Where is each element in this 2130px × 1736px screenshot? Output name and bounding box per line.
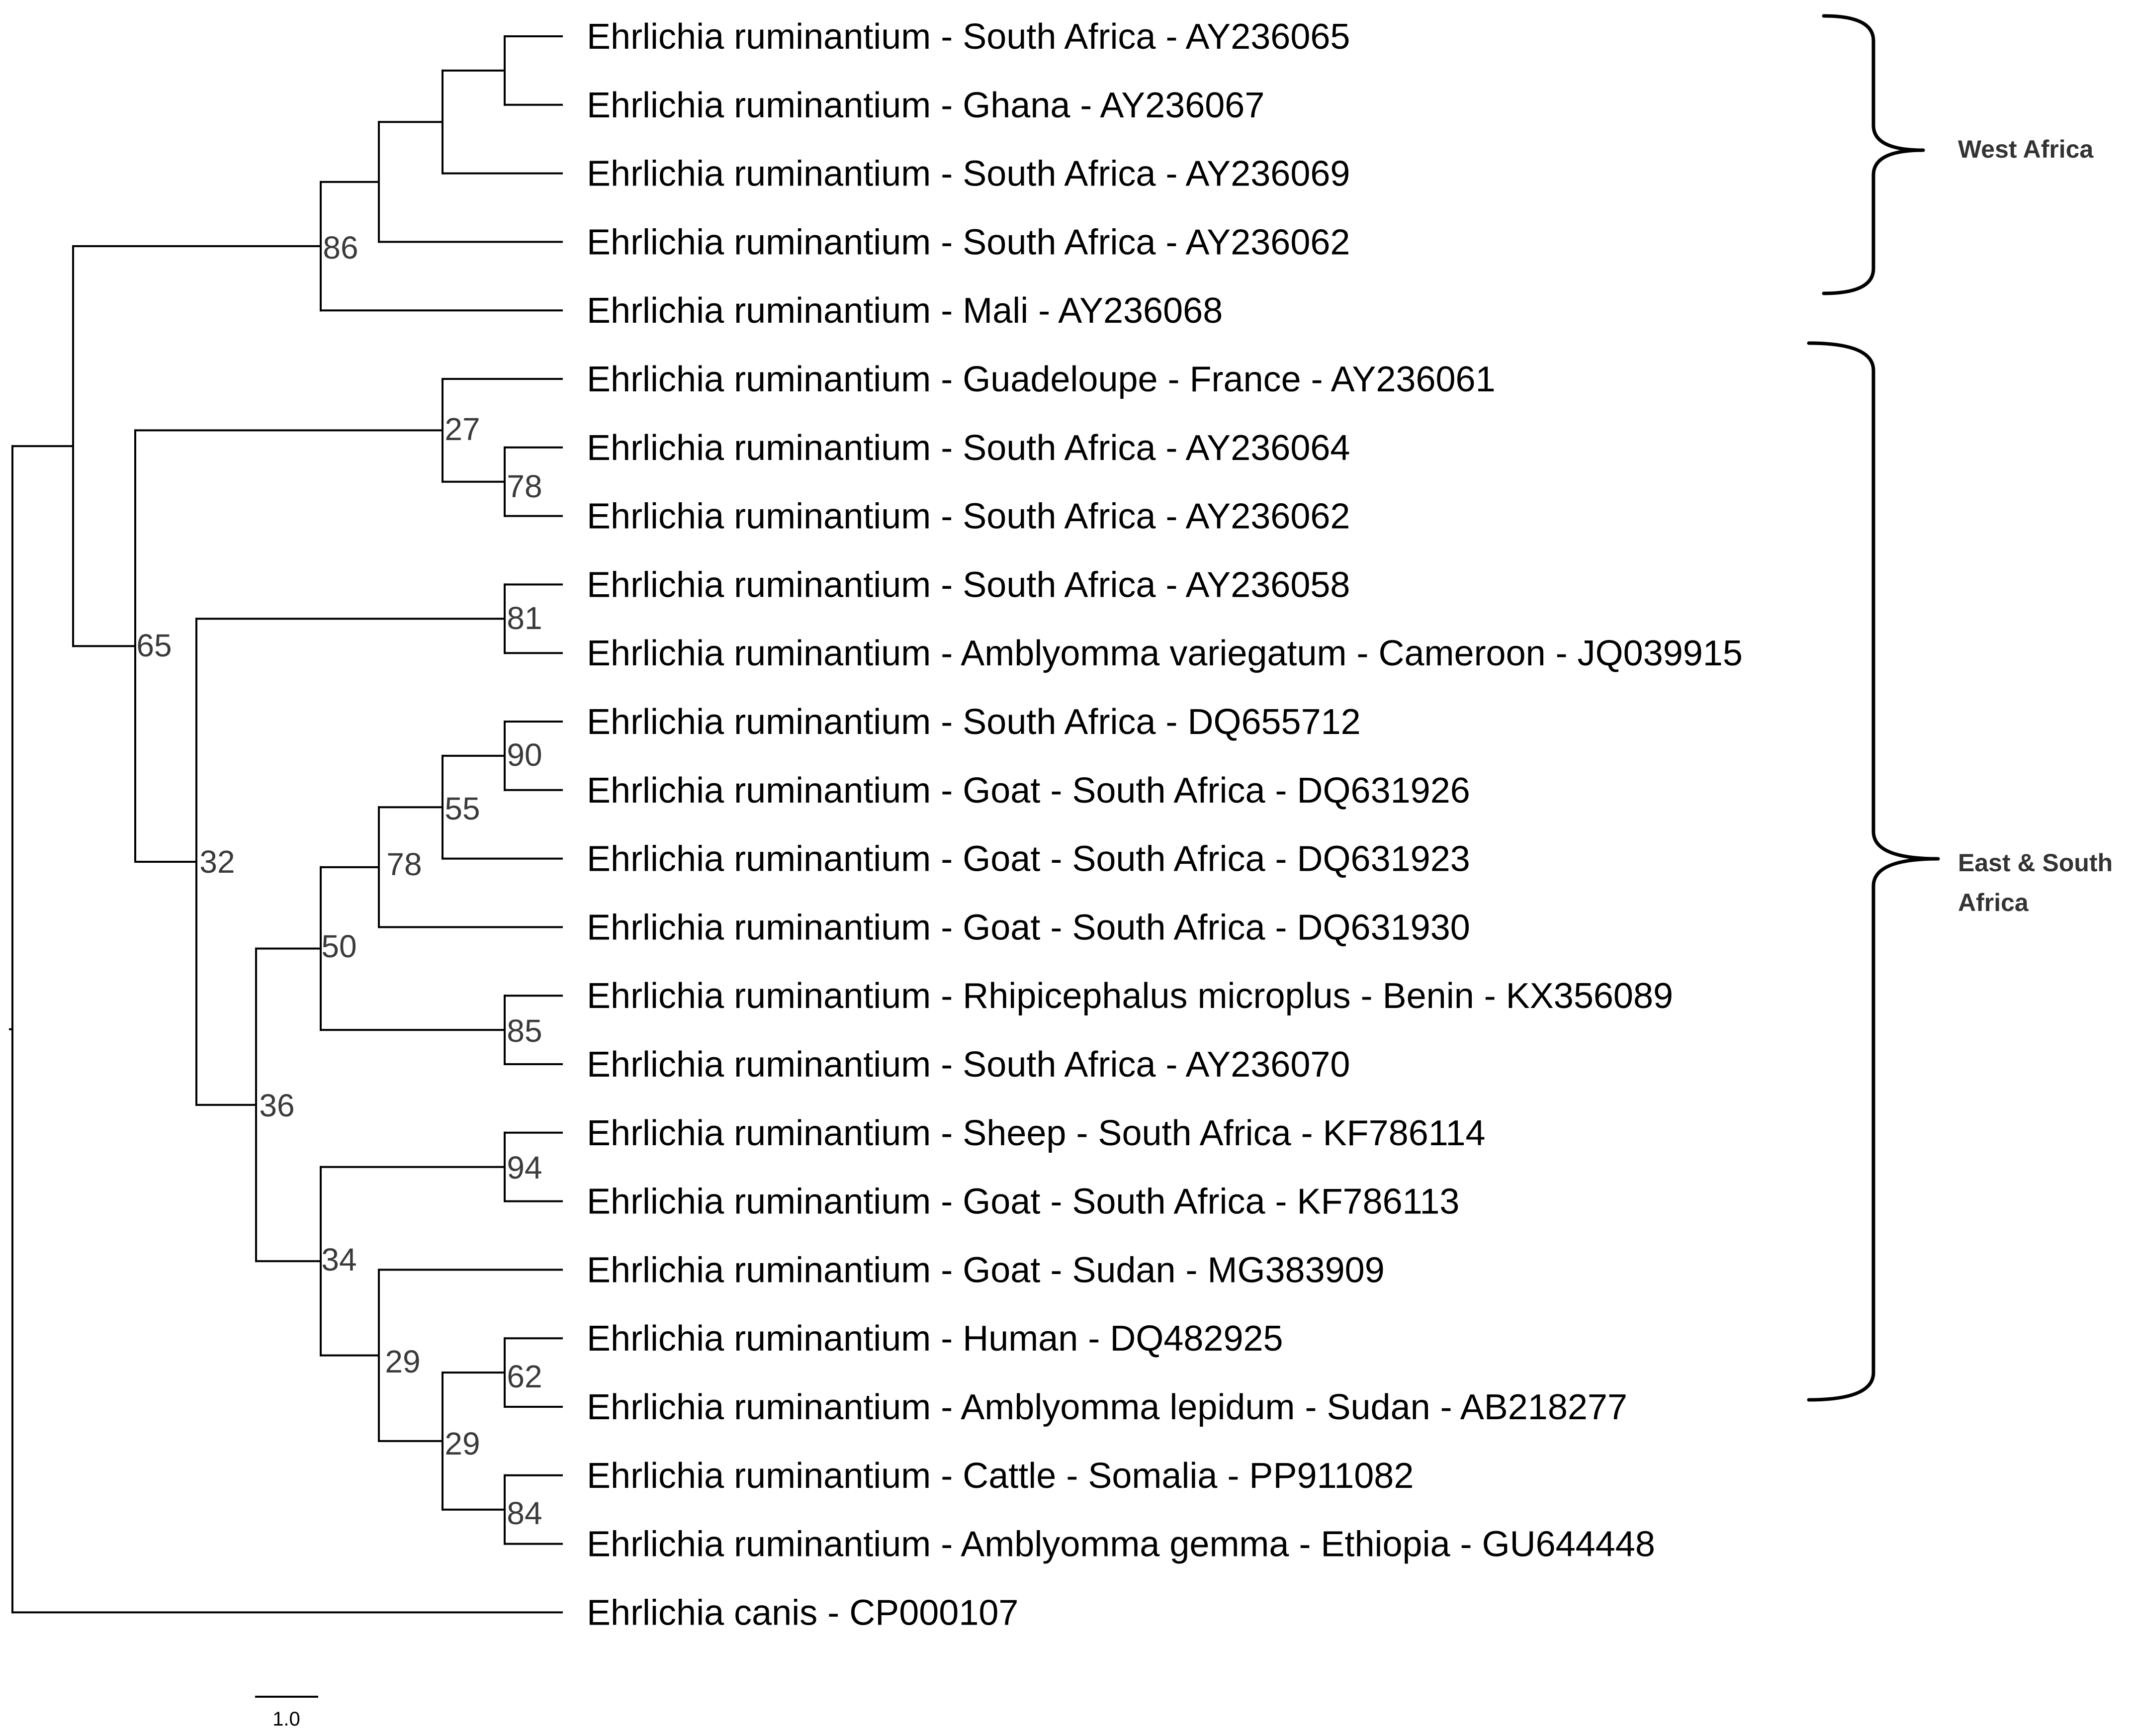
bootstrap-value: 29	[385, 1344, 420, 1379]
clade-label-east-south-africa-line1: East & South	[1958, 849, 2113, 877]
tree-branches	[9, 35, 563, 1614]
leaf-label: Ehrlichia ruminantium - Amblyomma gemma …	[587, 1525, 1655, 1564]
clade-bracket-east-south-africa	[1807, 341, 1940, 1402]
clade-west-africa: West Africa	[1822, 14, 2094, 295]
bootstrap-value: 50	[321, 928, 356, 964]
leaf-label: Ehrlichia ruminantium - South Africa - A…	[587, 1045, 1350, 1085]
bootstrap-values: 86 27 78 81 65 90 55 78 50 85 32 36 94 34 62 29 29 84	[136, 230, 542, 1531]
leaf-label: Ehrlichia ruminantium - Sheep - South Af…	[587, 1113, 1486, 1153]
scale-bar: 1.0	[255, 1696, 318, 1730]
bootstrap-value: 34	[321, 1242, 356, 1278]
leaf-labels: Ehrlichia ruminantium - South Africa - A…	[587, 17, 1743, 1633]
bootstrap-value: 78	[386, 846, 422, 882]
leaf-label: Ehrlichia ruminantium - South Africa - A…	[587, 497, 1350, 537]
clade-bracket-west-africa	[1822, 14, 1925, 295]
bootstrap-value: 85	[507, 1013, 542, 1049]
clade-label-east-south-africa-line2: Africa	[1958, 889, 2029, 916]
leaf-label: Ehrlichia ruminantium - South Africa - A…	[587, 565, 1350, 605]
leaf-label: Ehrlichia ruminantium - Amblyomma lepidu…	[587, 1387, 1627, 1427]
bootstrap-value: 62	[507, 1359, 542, 1394]
scale-bar-label: 1.0	[272, 1708, 300, 1730]
bootstrap-value: 86	[323, 230, 358, 266]
leaf-label: Ehrlichia ruminantium - South Africa - A…	[587, 154, 1350, 194]
bootstrap-value: 55	[444, 791, 480, 826]
bootstrap-value: 32	[199, 844, 235, 880]
bootstrap-value: 29	[444, 1426, 480, 1462]
bootstrap-value: 65	[136, 628, 172, 663]
leaf-label: Ehrlichia ruminantium - Ghana - AY236067	[587, 86, 1264, 125]
leaf-label: Ehrlichia ruminantium - Rhipicephalus mi…	[587, 976, 1673, 1016]
leaf-label: Ehrlichia ruminantium - Mali - AY236068	[587, 291, 1223, 331]
bootstrap-value: 94	[507, 1150, 542, 1186]
leaf-label: Ehrlichia ruminantium - Goat - Sudan - M…	[587, 1250, 1385, 1290]
bootstrap-value: 27	[444, 411, 480, 447]
leaf-label: Ehrlichia ruminantium - South Africa - A…	[587, 222, 1350, 262]
leaf-label: Ehrlichia ruminantium - South Africa - D…	[587, 702, 1361, 742]
bootstrap-value: 36	[259, 1088, 294, 1123]
leaf-label: Ehrlichia ruminantium - Guadeloupe - Fra…	[587, 360, 1496, 399]
leaf-label: Ehrlichia ruminantium - Amblyomma varieg…	[587, 634, 1743, 673]
leaf-label: Ehrlichia canis - CP000107	[587, 1593, 1018, 1633]
clade-east-south-africa: East & South Africa	[1807, 341, 2113, 1402]
leaf-label: Ehrlichia ruminantium - South Africa - A…	[587, 428, 1350, 468]
bootstrap-value: 81	[507, 600, 542, 636]
leaf-label: Ehrlichia ruminantium - Human - DQ482925	[587, 1319, 1283, 1359]
bootstrap-value: 78	[507, 468, 542, 504]
bootstrap-value: 84	[507, 1495, 542, 1531]
clade-label-west-africa: West Africa	[1958, 135, 2094, 163]
leaf-label: Ehrlichia ruminantium - Goat - South Afr…	[587, 771, 1470, 811]
bootstrap-value: 90	[507, 737, 542, 773]
leaf-label: Ehrlichia ruminantium - Cattle - Somalia…	[587, 1456, 1414, 1496]
leaf-label: Ehrlichia ruminantium - Goat - South Afr…	[587, 839, 1470, 879]
leaf-label: Ehrlichia ruminantium - Goat - South Afr…	[587, 908, 1470, 947]
leaf-label: Ehrlichia ruminantium - South Africa - A…	[587, 17, 1350, 57]
leaf-label: Ehrlichia ruminantium - Goat - South Afr…	[587, 1182, 1459, 1222]
